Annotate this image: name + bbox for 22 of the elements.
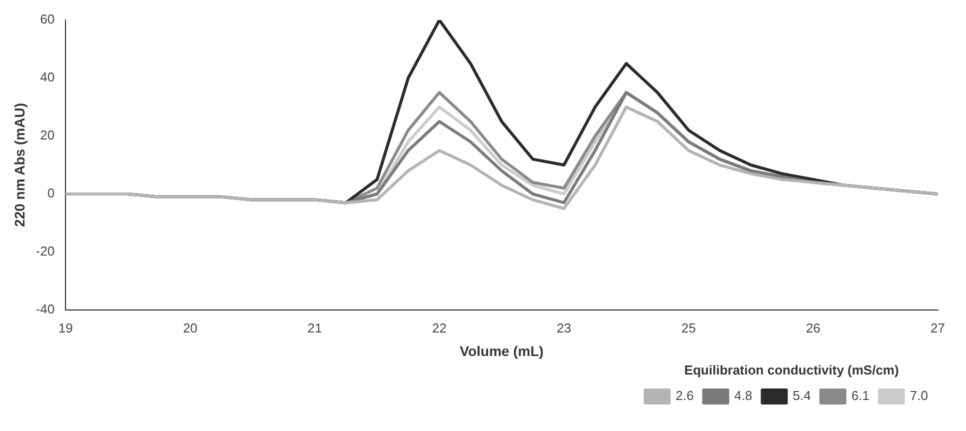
y-tick-label: -40 [36, 302, 55, 317]
x-tick-label: 27 [930, 320, 946, 336]
y-axis-title: 220 nm Abs (mAU) [11, 103, 28, 227]
x-tick-label: 26 [806, 320, 820, 336]
x-tick-label: 21 [308, 320, 322, 336]
x-axis-title: Volume (mL) [460, 342, 544, 359]
x-tick-label: 20 [182, 320, 198, 336]
x-tick-label: 25 [681, 320, 696, 336]
legend-label: 6.1 [851, 388, 870, 404]
y-tick-label: 40 [40, 70, 55, 85]
legend-label: 2.6 [676, 388, 694, 404]
x-tick-label: 19 [58, 320, 73, 336]
legend-label: 7.0 [910, 388, 928, 404]
legend-label: 4.8 [734, 388, 752, 404]
y-tick-label: -20 [36, 244, 55, 259]
x-tick-label: 22 [432, 320, 447, 336]
legend-title: Equilibration conductivity (mS/cm) [684, 362, 899, 378]
y-tick-label: 60 [40, 12, 55, 27]
y-tick-label: 20 [40, 128, 55, 143]
x-tick-label: 23 [556, 320, 572, 336]
legend-label: 5.4 [792, 388, 811, 404]
y-tick-label: 0 [47, 186, 55, 201]
